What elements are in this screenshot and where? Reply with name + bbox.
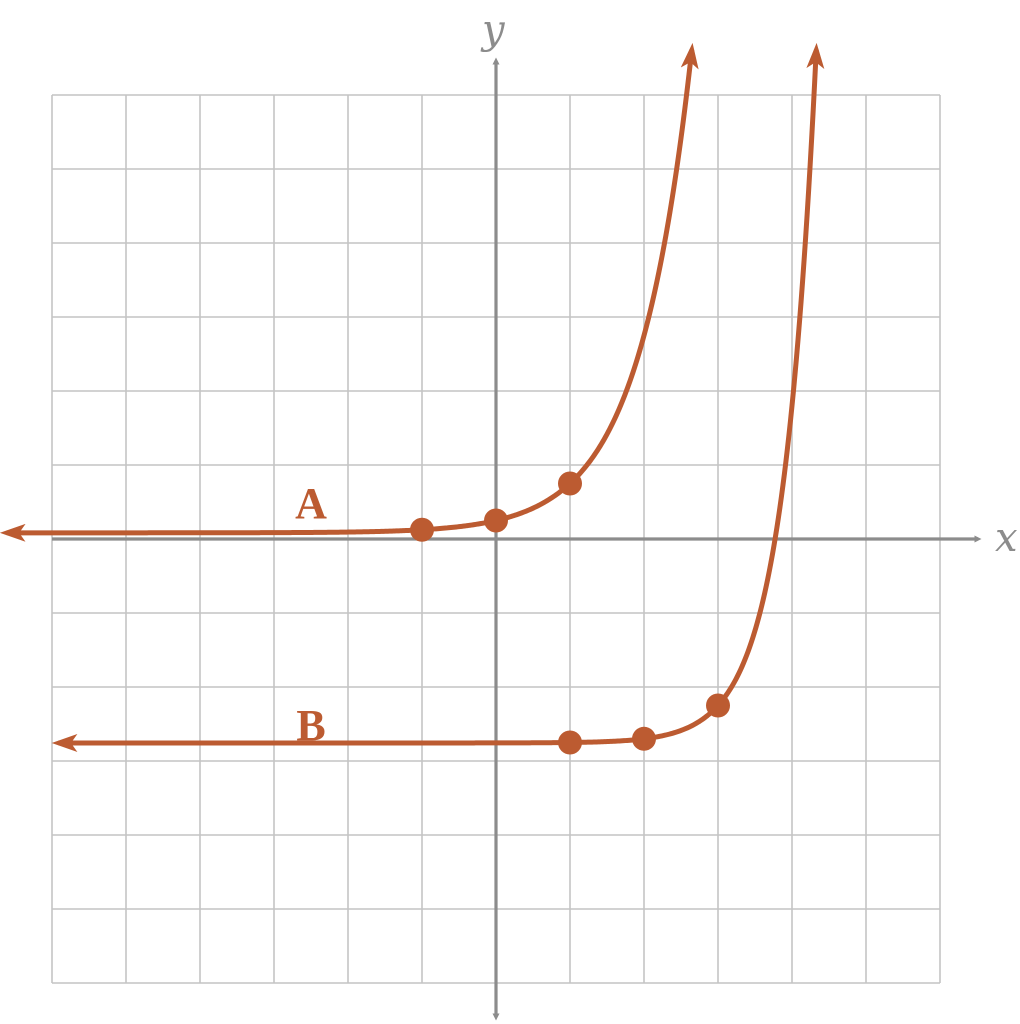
curve-A-upper [347,42,699,535]
data-point [706,693,730,718]
data-point [484,508,508,533]
data-point [410,517,434,542]
axes: x y [52,7,1018,1021]
curve-label-B: B [296,701,325,750]
y-axis-label: y [480,7,506,53]
data-point [632,726,656,751]
series-B: B [51,42,825,755]
curve-B-upper [435,42,825,746]
series-A: A [0,42,699,542]
series-layer: AB [0,42,825,755]
data-point [558,730,582,755]
data-point [558,471,582,496]
x-axis-label: x [995,515,1018,561]
curve-A-lower [0,523,353,542]
curve-label-A: A [295,479,327,528]
